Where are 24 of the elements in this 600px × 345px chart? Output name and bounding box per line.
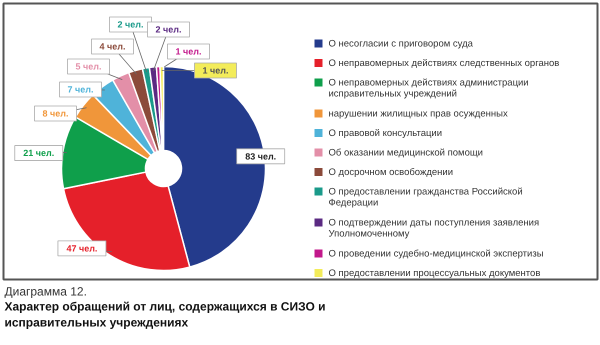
text: Диаграмма 12. — [4, 284, 87, 298]
data-label: 8 чел. — [42, 108, 68, 118]
legend-label: О проведении судебно-медицинской экспертизы — [328, 248, 544, 260]
legend-label: О предоставлении процессуальных документов — [328, 268, 540, 279]
legend-label: О предоставлении гражданства Российской Федерации — [328, 186, 523, 208]
text: Характер обращений от лиц, содержащихся в СИЗО и исправительных учреждениях — [4, 300, 326, 330]
data-label: 7 чел. — [68, 84, 94, 94]
legend-label: О неправомерных действиях следственных органов — [328, 58, 560, 69]
data-label: 1 чел. — [202, 66, 228, 76]
data-label: 47 чел. — [66, 243, 98, 254]
legend-label: О несогласии с приговором суда — [328, 38, 474, 50]
legend-label: О неправомерных действиях администрации исправительных учреждений — [328, 78, 529, 100]
legend-label: нарушении жилищных прав осужденных — [328, 108, 508, 120]
legend-label: О досрочном освобождении — [328, 167, 454, 178]
legend-label: Об оказании медицинской помощи — [328, 148, 483, 158]
legend-label: О подтверждении даты поступления заявления Уполномоченному — [328, 218, 540, 240]
data-label: 21 чел. — [23, 148, 54, 158]
data-label: 2 чел. — [118, 20, 144, 30]
data-label: 2 чел. — [156, 24, 182, 34]
data-label: 1 чел. — [176, 46, 202, 56]
legend-label: О правовой консультации — [328, 128, 442, 139]
data-label: 5 чел. — [76, 62, 102, 72]
data-label: 4 чел. — [100, 42, 126, 52]
data-label: 83 чел. — [245, 151, 276, 162]
